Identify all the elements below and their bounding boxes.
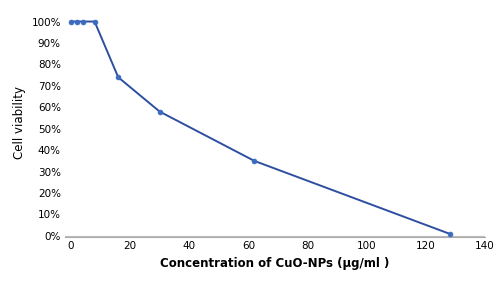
X-axis label: Concentration of CuO-NPs (μg/ml ): Concentration of CuO-NPs (μg/ml ) — [160, 257, 390, 270]
Y-axis label: Cell viability: Cell viability — [13, 86, 26, 159]
